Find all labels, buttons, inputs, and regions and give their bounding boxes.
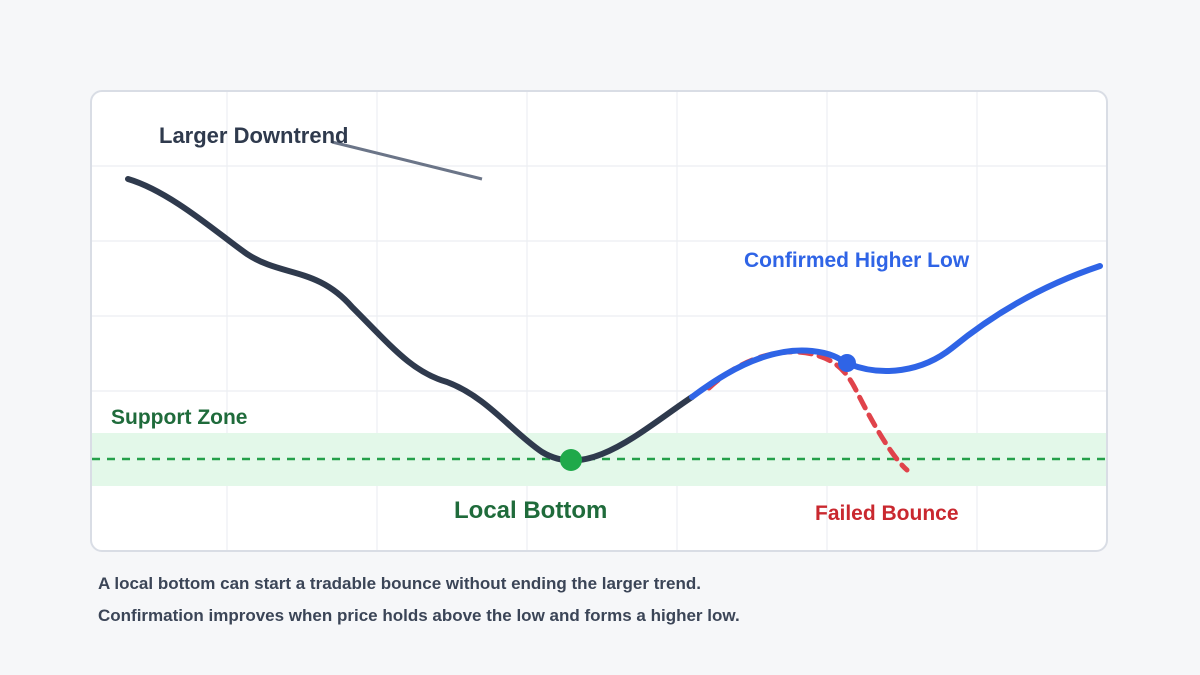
failed-bounce-line (706, 349, 910, 473)
confirmed-higher-low-label: Confirmed Higher Low (744, 249, 970, 272)
local-bottom-label: Local Bottom (454, 497, 607, 524)
larger-downtrend-label: Larger Downtrend (159, 123, 348, 148)
downtrend-price-line (125, 176, 695, 464)
diagram-card: Larger Downtrend Confirmed Higher Low Su… (90, 90, 1108, 552)
failed-bounce-label: Failed Bounce (815, 502, 959, 525)
caption-line-2: Confirmation improves when price holds a… (98, 606, 740, 625)
confirmed-bounce-line (689, 263, 1103, 400)
diagram-svg: Larger Downtrend Confirmed Higher Low Su… (92, 92, 1106, 550)
support-zone-label: Support Zone (111, 406, 247, 429)
caption-line-1: A local bottom can start a tradable boun… (98, 574, 701, 593)
local-bottom-marker (560, 449, 582, 471)
downtrend-arrow-line (331, 140, 483, 181)
higher-low-marker (838, 354, 856, 372)
